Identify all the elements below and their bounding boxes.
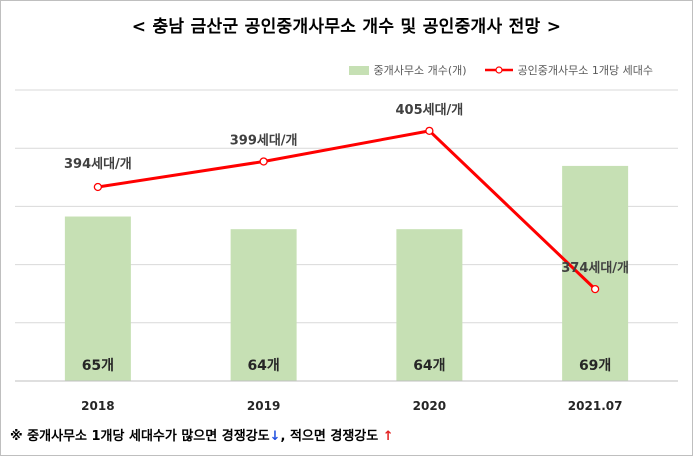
x-tick-label: 2020 bbox=[413, 399, 446, 413]
legend-line-label: 공인중개사무소 1개당 세대수 bbox=[517, 64, 653, 77]
series-line bbox=[97, 129, 597, 291]
footnote: ※ 중개사무소 1개당 세대수가 많으면 경쟁강도↓, 적으면 경쟁강도 ↑ bbox=[10, 425, 394, 444]
line-data-label: 394세대/개 bbox=[64, 157, 132, 172]
line-point bbox=[590, 284, 600, 294]
bar bbox=[396, 229, 463, 381]
line-point bbox=[425, 126, 434, 135]
legend-bar-label: 중개사무소 개수(개) bbox=[373, 64, 467, 77]
legend: 중개사무소 개수(개) 공인중개사무소 1개당 세대수 bbox=[348, 62, 653, 78]
x-tick-label: 2021.07 bbox=[568, 399, 623, 413]
bar bbox=[230, 229, 297, 381]
line-data-label: 399세대/개 bbox=[230, 133, 298, 148]
bar bbox=[64, 216, 131, 381]
line-point bbox=[259, 157, 268, 166]
legend-line-swatch bbox=[484, 66, 513, 74]
footnote-prefix: ※ 중개사무소 1개당 세대수가 많으면 경쟁강도 bbox=[10, 429, 270, 444]
up-arrow-icon: ↑ bbox=[382, 429, 394, 444]
chart-title: < 충남 금산군 공인중개사무소 개수 및 공인중개사 전망 > bbox=[131, 17, 562, 37]
down-arrow-icon: ↓ bbox=[269, 429, 281, 444]
x-tick-label: 2019 bbox=[247, 399, 280, 413]
bar-data-label: 69개 bbox=[579, 358, 611, 374]
legend-bar-swatch bbox=[348, 65, 369, 75]
bar-data-label: 64개 bbox=[413, 358, 445, 374]
bar bbox=[562, 165, 629, 381]
footnote-middle: , 적으면 경쟁강도 bbox=[280, 429, 383, 444]
bar-data-label: 64개 bbox=[247, 358, 279, 374]
line-data-label: 405세대/개 bbox=[395, 103, 463, 118]
line-point bbox=[93, 182, 103, 192]
line-data-label: 374세대/개 bbox=[561, 261, 629, 276]
bar-data-label: 65개 bbox=[82, 358, 114, 374]
x-tick-label: 2018 bbox=[81, 399, 114, 413]
